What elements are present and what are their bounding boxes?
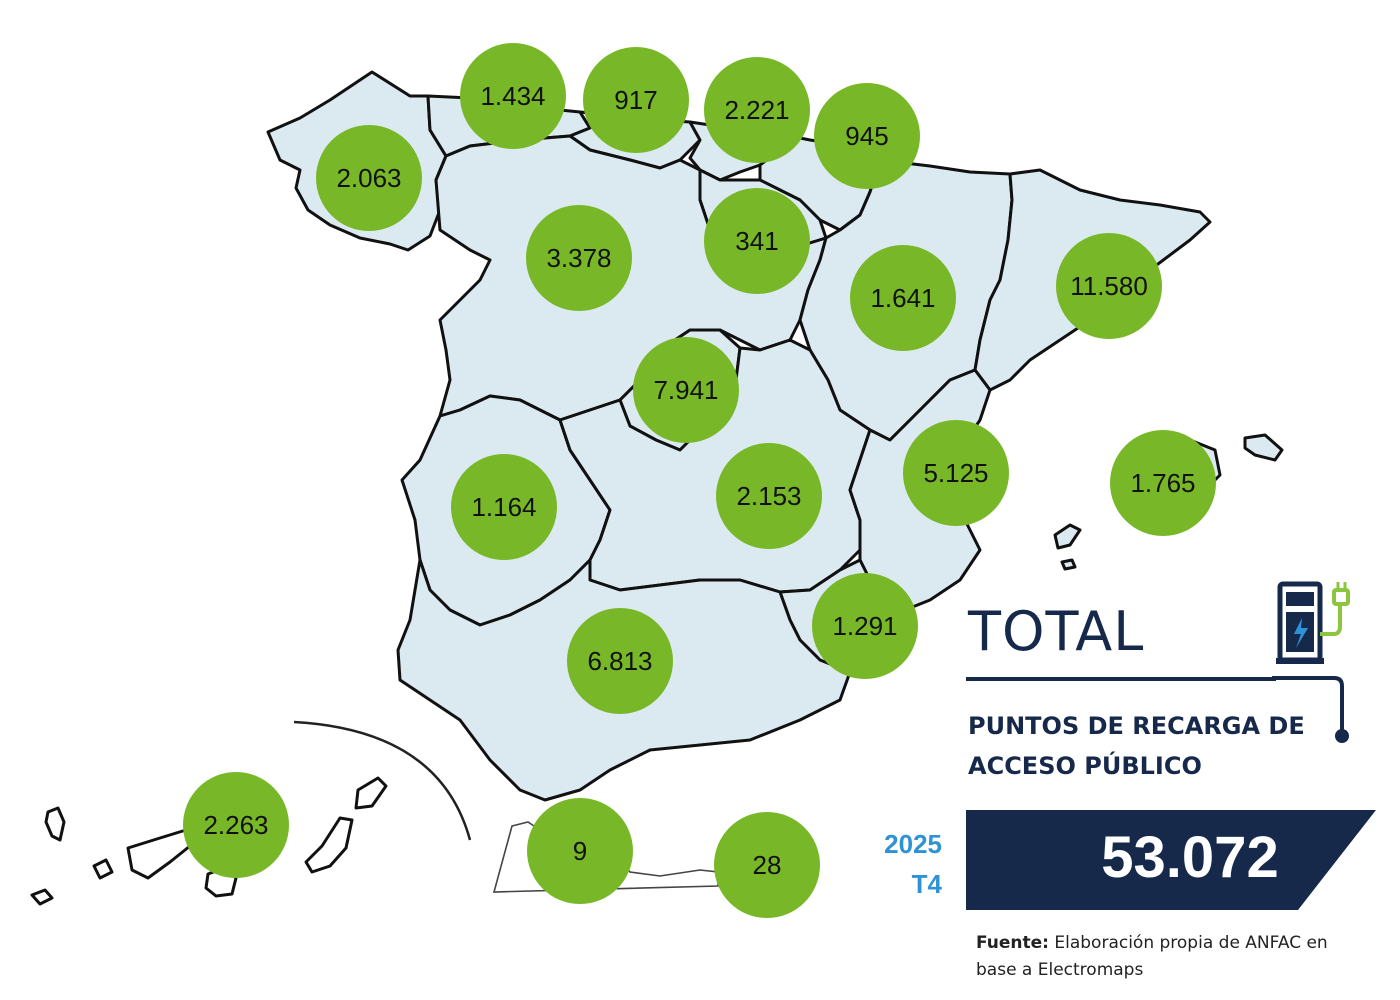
bubble-castilla-la-mancha: 2.153 (716, 443, 822, 549)
region-canarias-fuerteventura (304, 816, 354, 874)
region-canarias-hierro (30, 888, 54, 906)
source-label: Fuente: (976, 933, 1049, 953)
bubble-pais-vasco: 2.221 (704, 57, 810, 163)
region-baleares-ibiza (1053, 523, 1082, 550)
bubble-canarias: 2.263 (183, 772, 289, 878)
bubble-ceuta: 9 (527, 798, 633, 904)
region-canarias-lanzarote (354, 776, 388, 810)
bubble-galicia: 2.063 (316, 125, 422, 231)
source-text: Elaboración propia de ANFAC en base a El… (976, 933, 1328, 980)
bubble-andalucia: 6.813 (567, 608, 673, 714)
total-banner (966, 810, 1376, 910)
bubble-cataluna: 11.580 (1056, 233, 1162, 339)
canarias-separator (293, 720, 472, 841)
region-canarias-gomera (92, 858, 114, 880)
subtitle-line2: ACCESO PÚBLICO (968, 752, 1202, 780)
bubble-cantabria: 917 (583, 47, 689, 153)
total-title: TOTAL (968, 600, 1145, 663)
quarter-label: T4 (911, 869, 942, 899)
total-value: 53.072 (1101, 825, 1279, 890)
region-baleares-menorca (1243, 433, 1284, 462)
bubble-madrid: 7.941 (633, 337, 739, 443)
bubble-la-rioja: 341 (704, 188, 810, 294)
year-label: 2025 (884, 829, 942, 859)
bubble-murcia: 1.291 (812, 573, 918, 679)
period-label: 2025 T4 (860, 824, 942, 904)
bubble-extremadura: 1.164 (451, 454, 557, 560)
bubble-castilla-y-leon: 3.378 (526, 205, 632, 311)
subtitle: PUNTOS DE RECARGA DE ACCESO PÚBLICO (968, 706, 1328, 786)
region-canarias-tenerife (126, 828, 192, 880)
bubble-asturias: 1.434 (460, 43, 566, 149)
subtitle-line1: PUNTOS DE RECARGA DE (968, 712, 1305, 740)
region-baleares-formentera (1060, 558, 1077, 571)
bubble-baleares: 1.765 (1110, 430, 1216, 536)
divider-line (966, 677, 1276, 681)
bubble-navarra: 945 (814, 83, 920, 189)
bubble-melilla: 28 (714, 812, 820, 918)
bubble-comunidad-valenciana: 5.125 (903, 420, 1009, 526)
region-canarias-la-palma (44, 806, 66, 842)
source-note: Fuente: Elaboración propia de ANFAC en b… (976, 930, 1366, 984)
bubble-aragon: 1.641 (850, 245, 956, 351)
ev-charger-icon (1272, 581, 1350, 743)
